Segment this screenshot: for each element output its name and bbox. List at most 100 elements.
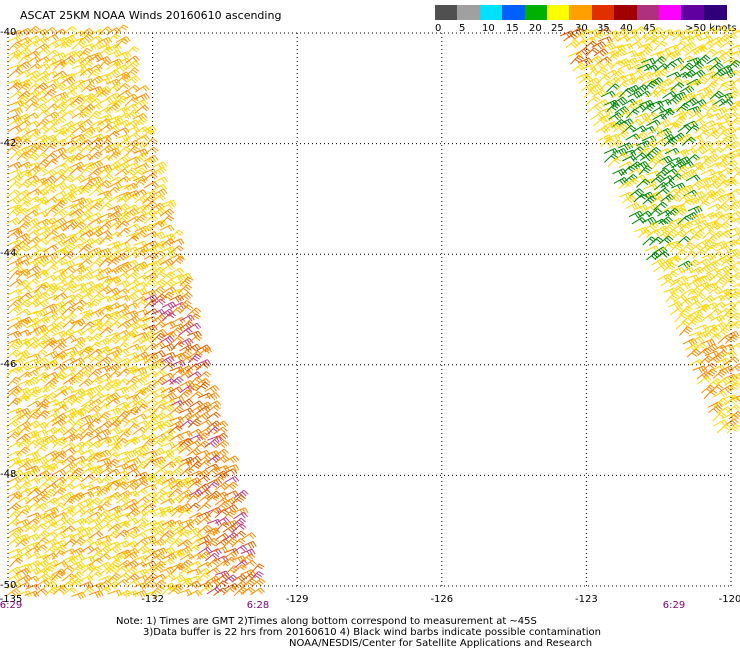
wind-barb — [7, 566, 22, 575]
wind-barb — [708, 286, 723, 295]
wind-barb — [7, 376, 22, 387]
wind-barb — [725, 248, 740, 257]
wind-barb — [52, 459, 67, 469]
wind-barb — [636, 178, 651, 188]
scale-label: >50 knots — [685, 23, 737, 34]
wind-barb — [125, 436, 141, 445]
wind-barb — [709, 384, 724, 394]
wind-barb — [700, 338, 716, 347]
wind-barb — [87, 405, 102, 414]
wind-barb — [223, 481, 239, 491]
wind-barb — [114, 475, 130, 484]
wind-barb — [78, 404, 93, 414]
wind-barb — [88, 181, 104, 190]
wind-barb — [78, 118, 94, 127]
wind-barb — [195, 377, 211, 387]
wind-barb — [107, 205, 123, 213]
wind-barb — [134, 195, 150, 204]
wind-barb — [178, 493, 193, 504]
wind-barb — [96, 85, 112, 95]
wind-barb — [691, 165, 706, 175]
wind-barb — [681, 69, 697, 78]
wind-barb — [52, 268, 68, 277]
wind-barb — [205, 567, 221, 575]
wind-barb — [143, 294, 159, 303]
wind-barb — [622, 103, 638, 113]
wind-barb — [625, 34, 641, 42]
wind-barb — [123, 530, 138, 541]
wind-barb — [660, 180, 676, 189]
wind-barb — [79, 67, 94, 77]
wind-barb — [153, 467, 168, 476]
scale-swatch — [435, 5, 458, 20]
wind-barb — [107, 231, 122, 240]
wind-barb — [622, 154, 638, 162]
wind-barb — [715, 357, 731, 366]
wind-barb — [700, 295, 716, 304]
wind-barb — [215, 501, 231, 510]
wind-barb — [106, 92, 122, 101]
wind-barb — [43, 217, 58, 226]
wind-barb — [69, 216, 84, 225]
wind-barb — [713, 214, 728, 225]
wind-barb — [98, 26, 113, 36]
wind-barb — [79, 516, 94, 525]
wind-barb — [52, 539, 68, 548]
wind-barb — [648, 208, 663, 218]
wind-barb — [729, 260, 740, 268]
wind-barb — [186, 477, 202, 486]
wind-barb — [25, 439, 40, 450]
wind-barb — [6, 503, 22, 512]
wind-barb — [186, 493, 201, 504]
wind-barb — [143, 418, 158, 428]
wind-barb — [17, 391, 32, 401]
wind-barb — [204, 439, 220, 448]
wind-barb — [647, 191, 663, 200]
wind-barb — [150, 530, 165, 540]
wind-barb — [25, 152, 40, 162]
wind-barb — [685, 259, 701, 268]
wind-barb — [612, 48, 627, 57]
wind-barb — [134, 85, 150, 93]
wind-barb — [132, 179, 147, 189]
wind-barb — [650, 50, 666, 59]
wind-barb — [700, 272, 716, 281]
wind-barb — [708, 221, 723, 232]
wind-barb — [26, 89, 42, 98]
wind-barb — [62, 319, 77, 329]
wind-barb — [26, 265, 42, 274]
wind-barb — [141, 548, 157, 557]
wind-barb — [105, 415, 121, 424]
wind-barb — [142, 560, 158, 569]
scale-swatch — [614, 5, 638, 20]
wind-barb — [688, 244, 703, 254]
wind-barb — [712, 75, 726, 86]
wind-barb — [187, 313, 201, 323]
wind-barb — [43, 359, 59, 368]
wind-barb — [98, 523, 114, 532]
wind-barb — [679, 184, 695, 193]
wind-barb — [694, 195, 709, 204]
wind-barb — [114, 481, 129, 491]
wind-barb — [206, 454, 222, 463]
wind-barb — [97, 397, 113, 406]
wind-barb — [727, 210, 740, 219]
wind-barb — [25, 451, 41, 460]
wind-barb — [15, 279, 31, 288]
wind-barb — [722, 176, 737, 185]
wind-barb — [107, 150, 122, 161]
wind-barb — [116, 551, 130, 561]
wind-barb — [15, 353, 30, 363]
wind-barb — [707, 333, 722, 342]
wind-barb — [6, 388, 21, 398]
wind-barb — [105, 452, 120, 462]
wind-barb — [125, 156, 141, 163]
wind-barb — [151, 495, 167, 505]
wind-barb — [636, 140, 652, 149]
wind-barb — [88, 318, 103, 327]
wind-barb — [187, 480, 202, 490]
wind-barb — [679, 85, 695, 94]
wind-barb — [63, 203, 79, 211]
wind-barb — [6, 419, 21, 428]
wind-barb — [686, 218, 702, 226]
